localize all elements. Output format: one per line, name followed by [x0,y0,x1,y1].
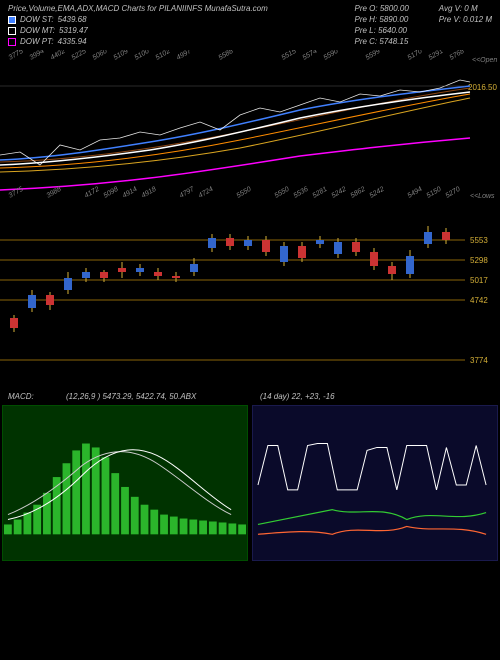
adx-label-row: (14 day) 22, +23, -16 [260,392,492,401]
legend-mt-label: DOW MT: [20,26,55,35]
svg-text:5100: 5100 [134,50,151,62]
svg-text:5298: 5298 [470,256,488,265]
legend-st-color [8,16,16,24]
adx-svg [253,406,497,560]
svg-text:5109: 5109 [113,50,130,62]
svg-text:3994: 3994 [29,50,46,62]
svg-text:<<Open: <<Open [472,57,497,64]
svg-text:5553: 5553 [470,236,488,245]
svg-text:3775: 3775 [8,50,25,62]
svg-text:5017: 5017 [470,276,488,285]
macd-svg [3,406,247,560]
legend-st-label: DOW ST: [20,15,54,24]
svg-text:5494: 5494 [407,186,424,200]
svg-text:2016.50: 2016.50 [468,83,497,92]
svg-text:5862: 5862 [350,186,367,200]
pre-v: Pre V: 0.012 M [439,15,492,24]
svg-text:5102: 5102 [155,50,172,62]
ohlc-col1: Pre O: 5800.00 Pre H: 5890.00 Pre L: 564… [354,4,408,46]
svg-text:4742: 4742 [470,296,488,305]
indicator-labels: MACD: (12,26,9 ) 5473.29, 5422.74, 50.AB… [0,390,500,403]
candle-chart-svg: 5553 5298 5017 4742 3774 [0,200,500,390]
svg-text:5515: 5515 [281,50,298,62]
svg-text:5536: 5536 [293,186,310,200]
legend-mt: DOW MT: 5319.47 [8,26,268,35]
adx-label: (14 day) [260,392,289,401]
svg-text:4918: 4918 [141,186,158,200]
svg-text:5150: 5150 [426,186,443,200]
svg-text:4172: 4172 [84,186,101,200]
macd-label-row: MACD: (12,26,9 ) 5473.29, 5422.74, 50.AB… [8,392,240,401]
legend-mt-color [8,27,16,35]
svg-text:5098: 5098 [103,186,120,200]
svg-text:5550: 5550 [274,186,291,200]
pre-o: Pre O: 5800.00 [354,4,408,13]
svg-text:3775: 3775 [8,186,25,200]
legend-pt-color [8,38,16,46]
svg-text:5588: 5588 [218,50,235,62]
svg-text:5225: 5225 [71,50,88,62]
svg-text:4914: 4914 [122,186,139,200]
macd-params: (12,26,9 ) 5473.29, 5422.74, 50.ABX [66,392,196,401]
pre-l: Pre L: 5640.00 [354,26,408,35]
pre-c: Pre C: 5748.15 [354,37,408,46]
macd-label: MACD: [8,392,34,401]
avg-v: Avg V: 0 M [439,4,492,13]
macd-panel [2,405,248,561]
svg-text:3774: 3774 [470,356,488,365]
svg-text:5550: 5550 [236,186,253,200]
chart-title: Price,Volume,EMA,ADX,MACD Charts for PIL… [8,4,268,13]
chart-container: Price,Volume,EMA,ADX,MACD Charts for PIL… [0,0,500,660]
svg-text:5170: 5170 [407,50,424,62]
legend-pt-value: 4335.94 [58,37,87,46]
legend-mt-value: 5319.47 [59,26,88,35]
legend-pt: DOW PT: 4335.94 [8,37,268,46]
header: Price,Volume,EMA,ADX,MACD Charts for PIL… [0,0,500,50]
legend-pt-label: DOW PT: [20,37,54,46]
svg-text:5281: 5281 [312,186,329,200]
header-left: Price,Volume,EMA,ADX,MACD Charts for PIL… [8,4,268,46]
pre-h: Pre H: 5890.00 [354,15,408,24]
svg-text:5242: 5242 [331,186,348,200]
svg-text:5590: 5590 [323,50,340,62]
indicator-row [0,403,500,563]
ohlc-col2: Avg V: 0 M Pre V: 0.012 M [439,4,492,46]
svg-text:5060: 5060 [92,50,109,62]
header-right: Pre O: 5800.00 Pre H: 5890.00 Pre L: 564… [354,4,492,46]
adx-panel [252,405,498,561]
svg-text:5574: 5574 [302,50,319,62]
svg-text:<<Lows: <<Lows [470,193,495,200]
svg-text:4797: 4797 [179,185,197,199]
svg-text:5270: 5270 [445,186,462,200]
price-chart-svg: 3775 3994 4402 5225 5060 5109 5100 5102 4997 5588… [0,50,500,200]
legend-st: DOW ST: 5439.68 [8,15,268,24]
price-panel: 3775 3994 4402 5225 5060 5109 5100 5102 4997 5588… [0,50,500,200]
svg-text:5291: 5291 [428,50,445,62]
svg-text:4997: 4997 [176,50,194,62]
svg-text:4724: 4724 [198,186,215,200]
svg-text:4402: 4402 [50,50,67,62]
legend-st-value: 5439.68 [58,15,87,24]
adx-values: 22, +23, -16 [292,392,335,401]
candle-panel: 5553 5298 5017 4742 3774 [0,200,500,390]
svg-text:5599: 5599 [365,50,382,62]
svg-text:5768: 5768 [449,50,466,62]
svg-text:5242: 5242 [369,186,386,200]
